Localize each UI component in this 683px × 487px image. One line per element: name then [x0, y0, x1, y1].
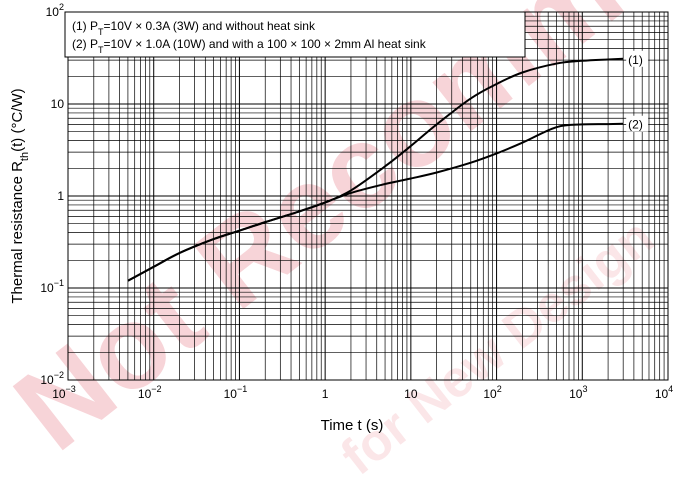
grid — [68, 12, 668, 380]
legend-box — [64, 11, 526, 58]
curve-1 — [127, 57, 624, 282]
thermal-resistance-chart: (1)(2) 10−3 10−2 10−1 1 10 102 103 10410−210−11… — [9, 2, 673, 434]
x-tick-label: 10−3 — [52, 384, 76, 401]
x-tick-label: 10 — [404, 387, 418, 401]
x-tick-label: 104 — [655, 384, 673, 401]
y-tick-label: 10−2 — [40, 370, 64, 387]
y-tick-label: 10−1 — [40, 278, 64, 295]
x-axis-label: Time t (s) — [321, 417, 384, 434]
legend-entry-1: (1) PT=10V × 0.3A (3W) and without heat … — [72, 19, 316, 37]
x-tick-label: 103 — [569, 384, 587, 401]
y-tick-label: 102 — [46, 2, 64, 19]
y-axis-label: Thermal resistance Rth(t) (°C/W) — [9, 88, 31, 303]
series-label-bg — [626, 115, 649, 132]
legend-entry-2: (2) PT=10V × 1.0A (10W) and with a 100 ×… — [72, 37, 427, 55]
x-tick-label: 10−1 — [224, 384, 248, 401]
y-tick-label: 10 — [51, 97, 65, 111]
legend: (1) PT=10V × 0.3A (3W) and without heat … — [64, 11, 526, 58]
series-label-2: (2) — [628, 118, 643, 132]
curve-2 — [127, 122, 624, 282]
series-label-bg — [626, 50, 649, 67]
curves: (1) (2) — [127, 50, 649, 282]
x-tick-label: 102 — [483, 384, 501, 401]
series-label-1: (1) — [628, 53, 643, 67]
x-tick-label: 10−2 — [138, 384, 162, 401]
x-tick-label: 1 — [322, 387, 329, 401]
y-tick-label: 1 — [57, 189, 64, 203]
